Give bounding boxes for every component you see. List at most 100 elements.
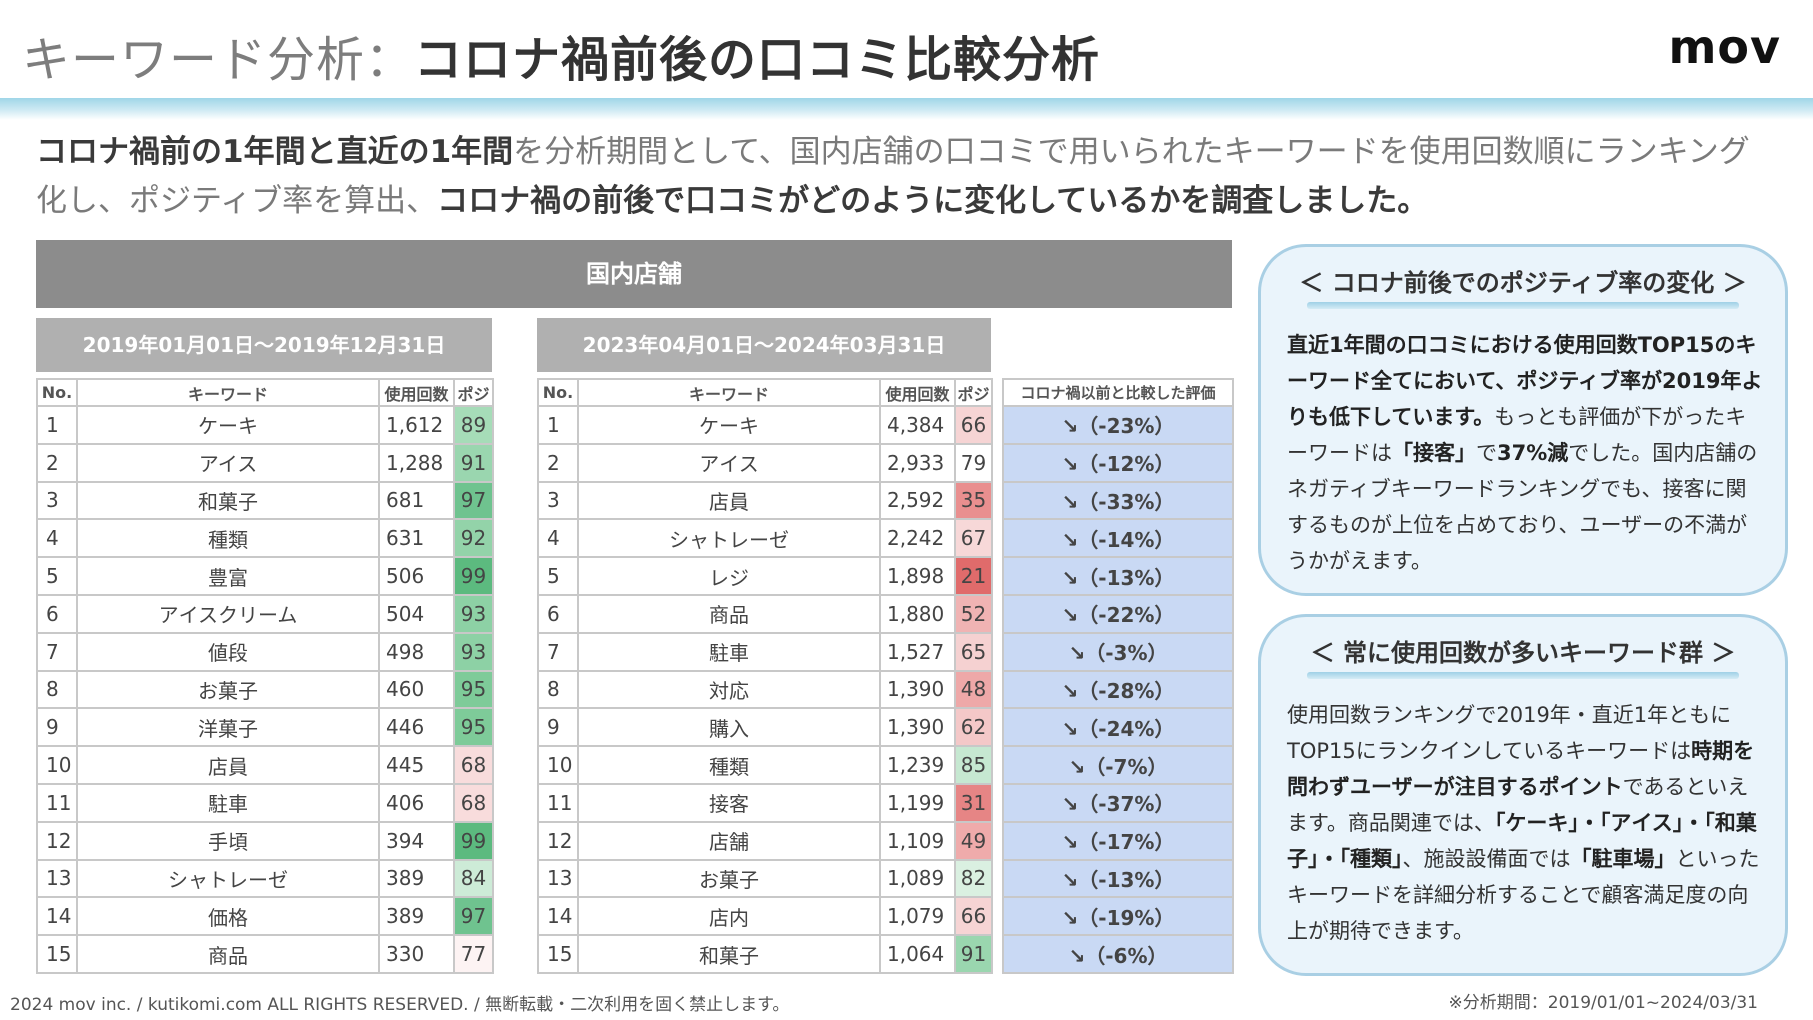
col-header-count: 使用回数 xyxy=(378,378,455,407)
row-number: 11 xyxy=(537,782,579,823)
positive-rate-cell: 99 xyxy=(453,556,494,596)
keyword-cell: 購入 xyxy=(577,707,881,748)
row-number: 5 xyxy=(36,556,78,596)
positive-rate-cell: 91 xyxy=(954,934,993,974)
column-gap xyxy=(992,671,1003,709)
header-divider xyxy=(0,98,1813,120)
col-header-no: No. xyxy=(537,378,579,407)
keyword-cell: アイス xyxy=(577,442,881,483)
keyword-cell: ケーキ xyxy=(577,405,881,445)
table-row: 13 お菓子 1,089 82 ↘（-13%） xyxy=(537,858,1234,899)
row-number: 1 xyxy=(36,405,78,445)
evaluation-cell: ↘（-19%） xyxy=(1002,896,1234,937)
positive-rate-cell: 79 xyxy=(954,442,993,483)
intro-bold-1: コロナ禍前の1年間と直近の1年間 xyxy=(36,134,514,170)
table-header-row: No. キーワード 使用回数 ポジ xyxy=(36,378,494,407)
positive-rate-cell: 49 xyxy=(954,820,993,861)
positive-rate-cell: 67 xyxy=(954,518,993,559)
column-gap xyxy=(992,379,1003,406)
col-header-positive: ポジ xyxy=(453,378,494,407)
card-body-bold: 37%減 xyxy=(1497,441,1569,465)
analysis-period-note: ※分析期間：2019/01/01~2024/03/31 xyxy=(1448,993,1758,1013)
card-body-text: といったキーワードを詳細分析することで顧客満足度の向上が期待できます。 xyxy=(1287,847,1760,943)
row-number: 14 xyxy=(537,896,579,937)
evaluation-cell: ↘（-14%） xyxy=(1002,518,1234,559)
column-gap xyxy=(992,708,1003,746)
usage-count-cell: 389 xyxy=(378,858,455,899)
row-number: 1 xyxy=(537,405,579,445)
col-header-no: No. xyxy=(36,378,78,407)
usage-count-cell: 1,199 xyxy=(879,782,956,823)
row-number: 4 xyxy=(36,518,78,559)
table-row: 12 手頃 394 99 xyxy=(36,820,494,861)
keyword-cell: アイス xyxy=(76,442,380,483)
usage-count-cell: 1,109 xyxy=(879,820,956,861)
keyword-cell: レジ xyxy=(577,556,881,596)
table-row: 1 ケーキ 4,384 66 ↘（-23%） xyxy=(537,405,1234,445)
row-number: 8 xyxy=(36,669,78,710)
keyword-cell: 駐車 xyxy=(577,631,881,672)
positive-rate-cell: 92 xyxy=(453,518,494,559)
row-number: 12 xyxy=(537,820,579,861)
row-number: 12 xyxy=(36,820,78,861)
card-title-underline xyxy=(1307,672,1739,679)
column-gap xyxy=(992,897,1003,935)
positive-rate-cell: 62 xyxy=(954,707,993,748)
col-header-keyword: キーワード xyxy=(577,378,881,407)
column-gap xyxy=(992,784,1003,822)
mov-logo: mov xyxy=(1668,20,1781,74)
positive-rate-cell: 95 xyxy=(453,707,494,748)
row-number: 2 xyxy=(537,442,579,483)
card-body: 直近1年間の口コミにおける使用回数TOP15のキーワード全てにおいて、ポジティブ… xyxy=(1261,309,1785,579)
usage-count-cell: 1,390 xyxy=(879,669,956,710)
usage-count-cell: 1,612 xyxy=(378,405,455,445)
table-row: 3 和菓子 681 97 xyxy=(36,480,494,521)
table-row: 5 豊富 506 99 xyxy=(36,556,494,596)
card-body-bold: 「ケーキ」・「アイス」・「和菓子」・「種類」 xyxy=(1287,811,1757,871)
evaluation-cell: ↘（-22%） xyxy=(1002,593,1234,634)
evaluation-cell: ↘（-33%） xyxy=(1002,480,1234,521)
column-gap xyxy=(992,406,1003,444)
column-gap xyxy=(992,519,1003,557)
card-body-text: で xyxy=(1476,441,1497,465)
row-number: 13 xyxy=(537,858,579,899)
evaluation-cell: ↘（-3%） xyxy=(1002,631,1234,672)
usage-count-cell: 2,592 xyxy=(879,480,956,521)
keyword-cell: 店舗 xyxy=(577,820,881,861)
col-header-evaluation: コロナ禍以前と比較した評価 xyxy=(1002,378,1234,407)
table-row: 2 アイス 2,933 79 ↘（-12%） xyxy=(537,442,1234,483)
keyword-cell: ケーキ xyxy=(76,405,380,445)
positive-rate-cell: 97 xyxy=(453,480,494,521)
positive-rate-cell: 91 xyxy=(453,442,494,483)
usage-count-cell: 2,933 xyxy=(879,442,956,483)
positive-rate-cell: 77 xyxy=(453,934,494,974)
keyword-cell: アイスクリーム xyxy=(76,593,380,634)
usage-count-cell: 445 xyxy=(378,745,455,785)
column-gap xyxy=(992,595,1003,633)
table-row: 7 駐車 1,527 65 ↘（-3%） xyxy=(537,631,1234,672)
usage-count-cell: 330 xyxy=(378,934,455,974)
page-title-prefix: キーワード分析： xyxy=(22,32,415,88)
usage-count-cell: 1,880 xyxy=(879,593,956,634)
table-header-row: No. キーワード 使用回数 ポジ コロナ禍以前と比較した評価 xyxy=(537,378,1234,407)
positive-rate-cell: 68 xyxy=(453,782,494,823)
table-row: 2 アイス 1,288 91 xyxy=(36,442,494,483)
table-row: 10 店員 445 68 xyxy=(36,745,494,785)
keyword-cell: 豊富 xyxy=(76,556,380,596)
usage-count-cell: 1,064 xyxy=(879,934,956,974)
intro-normal-1: を分析期間として、国内店舗の口コミで用いられたキーワードを使用回数順にランキング… xyxy=(36,134,1750,219)
column-gap xyxy=(992,822,1003,860)
table-row: 6 商品 1,880 52 ↘（-22%） xyxy=(537,593,1234,634)
table-row: 12 店舗 1,109 49 ↘（-17%） xyxy=(537,820,1234,861)
keyword-cell: 種類 xyxy=(76,518,380,559)
card-title: ＜ 常に使用回数が多いキーワード群 ＞ xyxy=(1310,639,1736,667)
keyword-cell: 商品 xyxy=(577,593,881,634)
card-title-underline xyxy=(1307,302,1739,309)
keyword-cell: お菓子 xyxy=(76,669,380,710)
column-gap xyxy=(992,557,1003,595)
row-number: 15 xyxy=(537,934,579,974)
usage-count-cell: 498 xyxy=(378,631,455,672)
keyword-cell: 店員 xyxy=(76,745,380,785)
row-number: 6 xyxy=(36,593,78,634)
column-gap xyxy=(992,633,1003,671)
